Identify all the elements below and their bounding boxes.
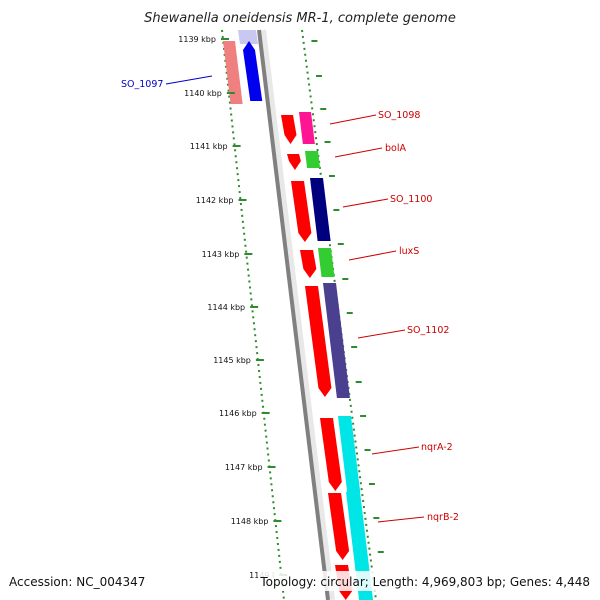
gene-label-leader (348, 250, 397, 261)
so1100-gene-bar (310, 178, 331, 241)
luxs-gene-bar (318, 248, 335, 277)
gene-label: SO_1100 (390, 194, 432, 205)
kbp-tick-label: 1146 kbp (219, 409, 257, 418)
so1100-cds-arrow (291, 181, 312, 242)
kbp-ticks: 1139 kbp 1140 kbp 1141 kbp 1142 kbp 1143 kbp… (178, 35, 389, 587)
nqra2-cds-arrow (320, 418, 342, 491)
footer-backdrop-right (258, 571, 596, 591)
so1097-left-bar (223, 41, 243, 104)
kbp-tick-label: 1144 kbp (207, 303, 245, 312)
gene-label: SO_1102 (407, 325, 449, 336)
so1102-cds-arrow (305, 286, 332, 397)
gene-label-leader (371, 446, 420, 455)
gene-label-leader (357, 329, 406, 339)
gene-label: nqrB-2 (427, 512, 459, 523)
gene-label-leader (165, 75, 213, 85)
kbp-tick-label: 1141 kbp (190, 142, 228, 151)
gene-label: bolA (385, 143, 406, 154)
gene-label: SO_1097 (121, 79, 163, 90)
gene-label-leader (334, 147, 383, 158)
map-title: Shewanella oneidensis MR-1, complete gen… (144, 11, 456, 26)
kbp-tick-label: 1142 kbp (196, 196, 234, 205)
kbp-tick-label: 1148 kbp (231, 517, 269, 526)
kbp-tick-label: 1147 kbp (225, 463, 263, 472)
gene-label: luxS (399, 246, 419, 257)
kbp-tick-label: 1143 kbp (202, 250, 240, 259)
gene-label: nqrA-2 (421, 442, 453, 453)
kbp-tick-label: 1140 kbp (184, 89, 222, 98)
gene-features (223, 41, 374, 600)
so1097-right-arrow (243, 41, 263, 101)
bola-cds-arrow (287, 154, 301, 170)
faded-feature (238, 30, 258, 44)
genome-backbone-shadow (258, 29, 335, 600)
genome-backbone (257, 29, 330, 600)
kbp-tick-label: 1139 kbp (178, 35, 216, 44)
so1098-gene-bar (299, 112, 315, 144)
so1098-cds-arrow (281, 115, 297, 144)
luxs-cds-arrow (300, 250, 317, 278)
bola-gene-bar (305, 151, 321, 168)
gene-label-leader (342, 198, 389, 208)
accession-text: Accession: NC_004347 (9, 575, 145, 589)
title-backdrop (128, 6, 473, 26)
nqra2-gene-bar (338, 416, 361, 492)
nqrb2-cds-arrow (328, 493, 350, 560)
gene-labels: SO_1097 SO_1098 bolA SO_1100 luxS SO_1102 nqrA… (121, 75, 459, 523)
gene-label: SO_1098 (378, 110, 420, 121)
footer-backdrop-left (4, 571, 154, 591)
kbp-tick-label: 1145 kbp (213, 356, 251, 365)
gene-label-leader (377, 516, 425, 523)
gene-label-leader (329, 114, 377, 125)
topology-text: Topology: circular; Length: 4,969,803 bp… (259, 575, 590, 589)
so1102-gene-bar (323, 283, 350, 398)
